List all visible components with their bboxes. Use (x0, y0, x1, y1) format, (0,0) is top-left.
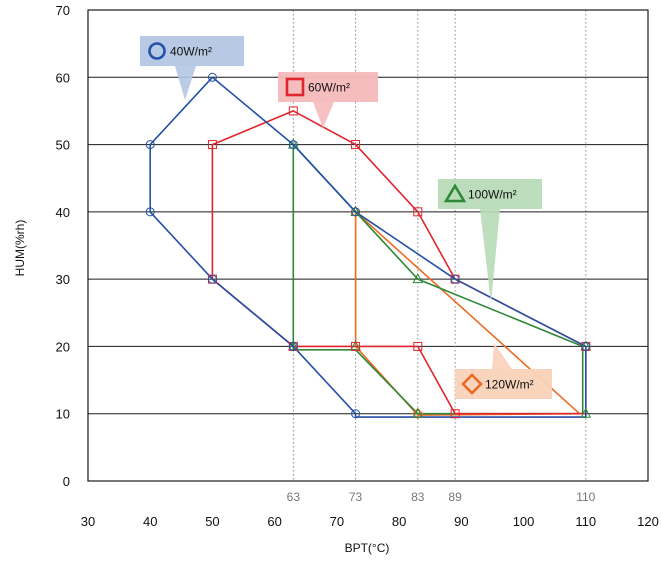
legend-box (438, 179, 542, 209)
y-tick-label: 40 (56, 205, 70, 220)
data-point (450, 409, 460, 419)
data-point (288, 140, 298, 150)
data-point (580, 407, 592, 418)
data-point (413, 341, 423, 351)
x-tick-label: 90 (454, 514, 468, 529)
y-tick-labels: 0 10 20 30 40 50 60 70 (56, 3, 70, 489)
y-tick-label: 50 (56, 138, 70, 153)
legend-label: 100W/m² (468, 188, 517, 202)
series-line (354, 211, 581, 416)
data-point (351, 207, 361, 217)
x-tick-label: 60 (267, 514, 281, 529)
y-tick-label: 10 (56, 407, 70, 422)
plot-frame (87, 9, 649, 482)
x-tick-label: 50 (205, 514, 219, 529)
x-axis-title: BPT(°C) (345, 541, 390, 555)
data-point (412, 273, 424, 284)
legend-label: 40W/m² (170, 45, 212, 59)
legend-callouts: 40W/m² 60W/m² 100W/m² 120W/m² (140, 36, 552, 399)
legend-label: 120W/m² (485, 378, 534, 392)
data-point (351, 341, 361, 351)
diamond-marker-icon (461, 373, 483, 395)
data-point (450, 274, 460, 284)
triangle-marker-icon (443, 183, 467, 203)
legend-pointer (480, 209, 500, 303)
y-tick-label: 70 (56, 3, 70, 18)
legend-pointer (175, 66, 196, 100)
data-point (207, 72, 217, 82)
reference-tick-label: 63 (287, 490, 301, 504)
x-tick-label: 100 (513, 514, 535, 529)
square-marker-icon (285, 77, 305, 97)
legend-label: 60W/m² (308, 81, 350, 95)
legend-pointer (492, 343, 512, 369)
y-axis-title: HUM(%rh) (13, 220, 27, 277)
legend-box (140, 36, 244, 66)
reference-tick-label: 73 (349, 490, 363, 504)
data-point (351, 409, 361, 419)
x-tick-labels: 30 40 50 60 70 80 90 100 110 120 (81, 514, 659, 529)
reference-tick-label: 89 (448, 490, 462, 504)
data-point (581, 341, 591, 351)
series-line (149, 76, 587, 418)
legend-pointer (313, 102, 334, 128)
data-point (207, 274, 217, 284)
data-point (288, 341, 298, 351)
x-tick-label: 40 (143, 514, 157, 529)
x-tick-label: 110 (575, 514, 596, 529)
y-tick-label: 30 (56, 272, 70, 287)
reference-tick-label: 83 (411, 490, 425, 504)
x-tick-label: 30 (81, 514, 95, 529)
legend-box (278, 72, 378, 102)
y-tick-label: 20 (56, 339, 70, 354)
series-lines (149, 76, 587, 418)
data-point (412, 407, 424, 418)
series-markers (145, 72, 592, 420)
plot-border (87, 9, 649, 482)
data-point (207, 140, 217, 150)
x-tick-label: 120 (637, 514, 659, 529)
data-point (412, 408, 424, 420)
y-tick-label: 60 (56, 70, 70, 85)
data-point (145, 140, 155, 150)
data-point (145, 207, 155, 217)
data-point (288, 106, 298, 116)
circle-marker-icon (148, 42, 166, 60)
y-tick-label: 0 (63, 474, 70, 489)
x-tick-label: 80 (392, 514, 406, 529)
reference-tick-label: 110 (576, 490, 595, 504)
data-point (413, 207, 423, 217)
reference-tick-labels: 63 73 83 89 110 (287, 490, 596, 504)
x-tick-label: 70 (330, 514, 344, 529)
data-point (351, 140, 361, 150)
